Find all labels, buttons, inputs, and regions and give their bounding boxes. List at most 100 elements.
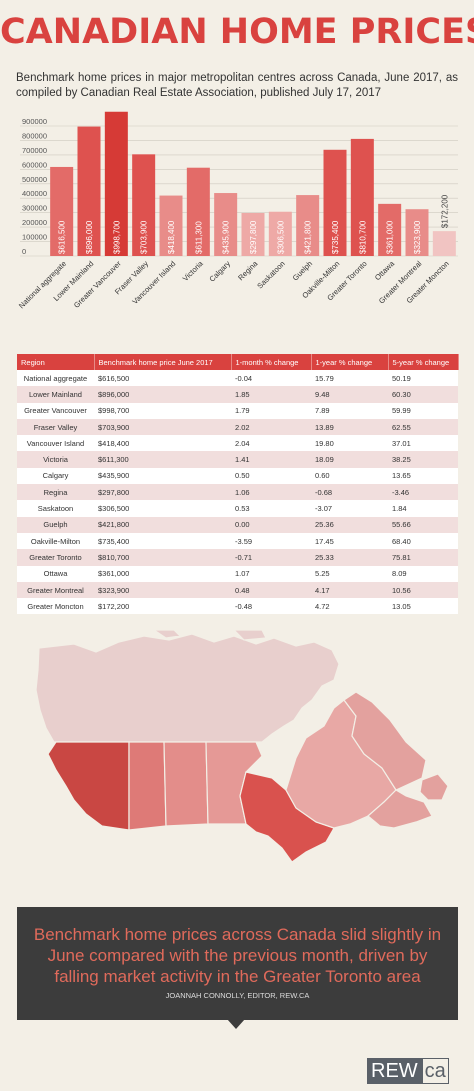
bar <box>268 211 292 256</box>
table-cell: 1.79 <box>231 402 311 419</box>
bar-value-label: $361,000 <box>386 220 395 254</box>
table-header-cell: Benchmark home price June 2017 <box>94 354 232 370</box>
y-tick-label: 300000 <box>22 204 47 213</box>
map-arctic-islands-1 <box>152 630 182 639</box>
table-cell: -3.59 <box>231 532 311 550</box>
table-body: National aggregate $616,500 -0.04 15.79 50.1… <box>17 370 458 615</box>
table-row: Vancouver Island $418,400 2.04 19.80 37.01 <box>17 435 458 452</box>
table-cell: $611,300 <box>94 451 231 468</box>
table-cell: 13.65 <box>388 467 458 485</box>
bar-value-label: $435,900 <box>222 220 231 254</box>
table-cell: Greater Moncton <box>17 598 94 615</box>
table-cell: Oakville-Milton <box>17 532 94 550</box>
table-cell: 0.60 <box>311 467 388 485</box>
map-bc <box>47 741 130 831</box>
map-atlantic <box>343 691 427 791</box>
x-category-label: Regina <box>236 258 260 282</box>
map-alberta <box>128 741 167 831</box>
bar-value-label: $735,400 <box>331 220 340 254</box>
table-cell: Greater Toronto <box>17 549 94 566</box>
bar-value-label: $418,400 <box>167 220 176 254</box>
table-cell: 4.72 <box>311 598 388 615</box>
table-cell: $435,900 <box>94 467 231 485</box>
bar-value-label: $703,900 <box>140 220 149 254</box>
table-cell: $297,800 <box>94 484 231 501</box>
table-cell: 17.45 <box>311 532 388 550</box>
table-cell: $323,900 <box>94 581 231 599</box>
map-saskatchewan <box>163 741 209 827</box>
table-cell: 0.50 <box>231 467 311 485</box>
bar <box>241 212 265 256</box>
bar <box>159 195 183 256</box>
table-cell: 60.30 <box>388 386 458 403</box>
table-cell: $735,400 <box>94 532 231 550</box>
bar-value-label: $172,200 <box>440 194 449 228</box>
table-cell: $418,400 <box>94 435 231 452</box>
table-cell: 15.79 <box>311 370 388 387</box>
table-cell: 1.85 <box>231 386 311 403</box>
table-cell: $421,800 <box>94 516 231 533</box>
bar-value-label: $616,500 <box>58 220 67 254</box>
table-row: Lower Mainland $896,000 1.85 9.48 60.30 <box>17 386 458 403</box>
table-header-cell: 1-year % change <box>311 354 389 370</box>
table-cell: Greater Vancouver <box>17 402 94 419</box>
logo-ca: ca <box>421 1058 449 1084</box>
table-row: Victoria $611,300 1.41 18.09 38.25 <box>17 451 458 468</box>
table-cell: 8.09 <box>388 565 458 582</box>
logo-rew: REW <box>367 1058 422 1084</box>
map-northern-territories <box>35 633 340 743</box>
table-cell: Fraser Valley <box>17 418 94 436</box>
table-cell: Guelph <box>17 516 94 533</box>
bar-value-label: $810,700 <box>358 220 367 254</box>
table-cell: -0.04 <box>231 370 311 387</box>
bar-value-label: $306,500 <box>276 220 285 254</box>
page-subtitle: Benchmark home prices in major metropoli… <box>16 72 458 99</box>
bar <box>186 167 210 256</box>
table-cell: 38.25 <box>388 451 458 468</box>
table-cell: 1.84 <box>388 500 458 517</box>
table-cell: 37.01 <box>388 435 458 452</box>
bar-value-label: $611,300 <box>194 221 203 254</box>
table-cell: Victoria <box>17 451 94 468</box>
table-cell: 68.40 <box>388 532 458 550</box>
table-cell: $998,700 <box>94 402 231 419</box>
table-cell: -0.71 <box>231 549 311 566</box>
table-cell: -3.07 <box>311 500 388 517</box>
table-cell: -0.48 <box>231 598 311 615</box>
table-cell: 0.48 <box>231 581 311 599</box>
table-cell: -3.46 <box>388 484 458 501</box>
x-category-label: Greater Vancouver <box>72 259 123 310</box>
table-cell: 62.55 <box>388 418 458 436</box>
table-cell: 5.25 <box>311 565 388 582</box>
table-row: National aggregate $616,500 -0.04 15.79 50.1… <box>17 370 458 387</box>
bar <box>323 149 347 256</box>
y-tick-label: 500000 <box>22 175 47 184</box>
table-cell: 18.09 <box>311 451 388 468</box>
bar-value-label: $323,900 <box>413 220 422 254</box>
table-cell: National aggregate <box>17 370 94 387</box>
quote-pointer <box>227 1019 245 1029</box>
table-cell: 13.05 <box>388 598 458 615</box>
table-row: Greater Toronto $810,700 -0.71 25.33 75.81 <box>17 549 458 566</box>
price-bar-chart: 0 100000 200000 300000 400000 500000 600000 700… <box>17 111 458 310</box>
bar <box>350 138 374 256</box>
quote-box: Benchmark home prices across Canada slid… <box>17 907 458 1020</box>
table-cell: 25.36 <box>311 516 388 533</box>
table-row: Greater Moncton $172,200 -0.48 4.72 13.05 <box>17 598 458 615</box>
table-cell: $896,000 <box>94 386 231 403</box>
quote-text: Benchmark home prices across Canada slid… <box>33 925 442 986</box>
table-cell: $703,900 <box>94 418 231 436</box>
x-category-label: Ottawa <box>373 258 397 282</box>
table-cell: 19.80 <box>311 435 388 452</box>
table-cell: 25.33 <box>311 549 388 566</box>
y-tick-label: 900000 <box>22 117 47 126</box>
table-cell: Vancouver Island <box>17 435 94 452</box>
y-tick-label: 100000 <box>22 233 47 242</box>
table-cell: $306,500 <box>94 500 231 517</box>
table-cell: 10.56 <box>388 581 458 599</box>
table-cell: 0.53 <box>231 500 311 517</box>
y-tick-label: 0 <box>22 247 26 256</box>
table-cell: Greater Montreal <box>17 581 94 599</box>
table-header-cell: 1-month % change <box>231 354 312 370</box>
table-cell: 1.06 <box>231 484 311 501</box>
